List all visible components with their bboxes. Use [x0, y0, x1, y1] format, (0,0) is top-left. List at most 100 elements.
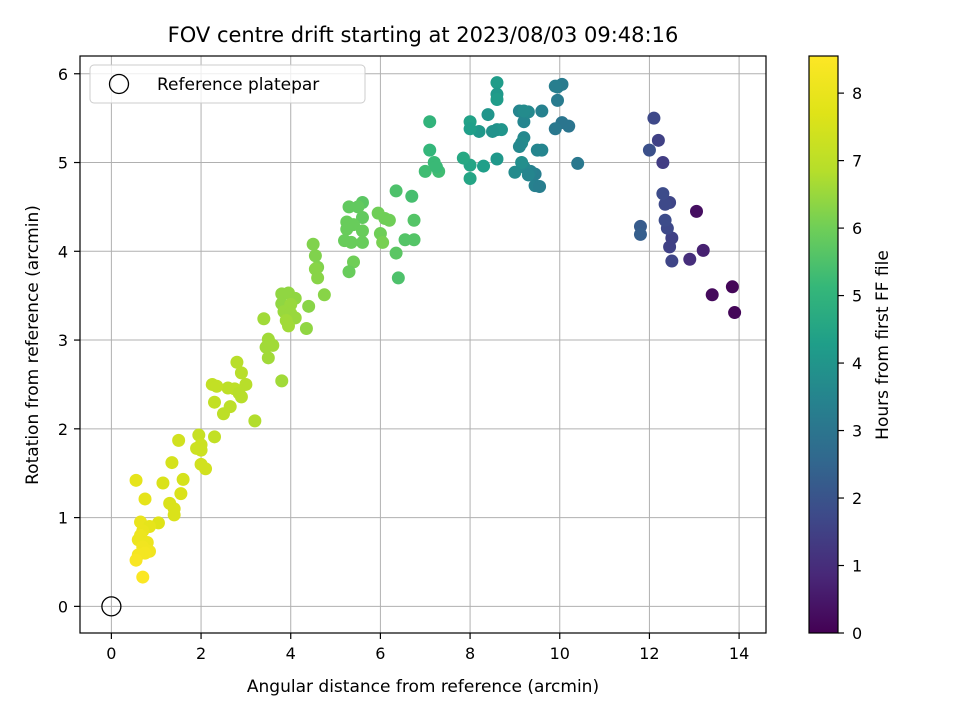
data-point: [342, 265, 356, 279]
x-tick-label: 0: [106, 644, 116, 663]
colorbar-tick-label: 2: [852, 489, 862, 508]
data-point: [490, 76, 504, 90]
data-point: [342, 200, 356, 214]
data-point: [512, 140, 526, 154]
data-point: [647, 111, 661, 125]
data-point: [683, 252, 697, 266]
data-point: [208, 430, 222, 444]
data-point: [391, 271, 405, 285]
data-point: [192, 428, 206, 442]
colorbar-tick-label: 0: [852, 624, 862, 643]
x-tick-label: 2: [196, 644, 206, 663]
data-point: [239, 377, 253, 391]
colorbar-tick-label: 1: [852, 557, 862, 576]
data-point: [658, 197, 672, 211]
colorbar-ticks: 0 1 2 3 4 5 6 7 8: [838, 84, 862, 643]
data-point: [261, 351, 275, 365]
data-point: [463, 172, 477, 186]
data-point: [725, 280, 739, 294]
data-point: [490, 92, 504, 106]
y-tick-label: 4: [58, 242, 68, 261]
colorbar-gradient: [808, 55, 839, 634]
plot-frame: [79, 55, 767, 634]
y-axis-label: Rotation from reference (arcmin): [23, 205, 43, 485]
data-point: [172, 433, 186, 447]
y-tick-label: 6: [58, 65, 68, 84]
data-point: [208, 395, 222, 409]
data-point: [376, 235, 390, 249]
data-point: [490, 152, 504, 166]
data-point: [382, 213, 396, 227]
colorbar-tick-label: 7: [852, 152, 862, 171]
data-point: [515, 156, 529, 170]
data-point: [389, 246, 403, 260]
grid: [80, 56, 766, 633]
data-point: [281, 319, 295, 333]
data-point: [477, 159, 491, 173]
data-point: [642, 143, 656, 157]
data-point: [535, 104, 549, 118]
data-point: [275, 374, 289, 388]
legend: Reference platepar: [89, 64, 366, 104]
y-tick-label: 0: [58, 597, 68, 616]
x-axis-label: Angular distance from reference (arcmin): [247, 677, 599, 697]
data-point: [311, 271, 325, 285]
data-point: [651, 133, 665, 147]
data-point: [517, 115, 531, 129]
data-point: [248, 414, 262, 428]
data-point: [257, 312, 271, 326]
x-tick-label: 8: [465, 644, 475, 663]
data-point: [344, 235, 358, 249]
data-point: [423, 115, 437, 129]
data-point: [705, 288, 719, 302]
data-point: [656, 156, 670, 170]
data-point: [418, 164, 432, 178]
x-tick-label: 10: [550, 644, 570, 663]
x-tick-label: 14: [729, 644, 749, 663]
data-point: [347, 255, 361, 269]
data-point: [665, 231, 679, 245]
data-point: [138, 492, 152, 506]
data-point: [463, 122, 477, 136]
data-point: [221, 381, 235, 395]
data-point: [535, 143, 549, 157]
data-point: [429, 160, 443, 174]
y-tick-label: 5: [58, 154, 68, 173]
data-point: [174, 487, 188, 501]
chart-title: FOV centre drift starting at 2023/08/03 …: [168, 23, 679, 47]
data-point: [517, 104, 531, 118]
data-point: [690, 204, 704, 218]
data-point: [308, 249, 322, 263]
data-point: [234, 366, 248, 380]
data-point: [355, 211, 369, 225]
data-point: [165, 456, 179, 470]
data-point: [656, 187, 670, 201]
data-point: [176, 472, 190, 486]
data-point: [317, 288, 331, 302]
legend-marker-reference: [108, 73, 130, 95]
data-point: [351, 200, 365, 214]
colorbar-tick-label: 5: [852, 287, 862, 306]
data-point: [405, 189, 419, 203]
data-point: [210, 379, 224, 393]
data-point: [340, 222, 354, 236]
data-point: [156, 476, 170, 490]
legend-label-reference: Reference platepar: [157, 75, 319, 95]
data-point: [658, 213, 672, 227]
data-point: [266, 338, 280, 352]
data-point: [302, 299, 316, 313]
reference-platepar-marker: [101, 596, 122, 617]
data-point: [355, 224, 369, 238]
data-point: [216, 407, 230, 421]
data-point: [389, 184, 403, 198]
data-point: [456, 151, 470, 165]
x-tick-label: 12: [639, 644, 659, 663]
data-point: [407, 233, 421, 247]
data-point: [299, 322, 313, 336]
data-point: [481, 108, 495, 122]
data-point: [199, 462, 213, 476]
data-point: [423, 143, 437, 157]
data-point: [548, 122, 562, 136]
